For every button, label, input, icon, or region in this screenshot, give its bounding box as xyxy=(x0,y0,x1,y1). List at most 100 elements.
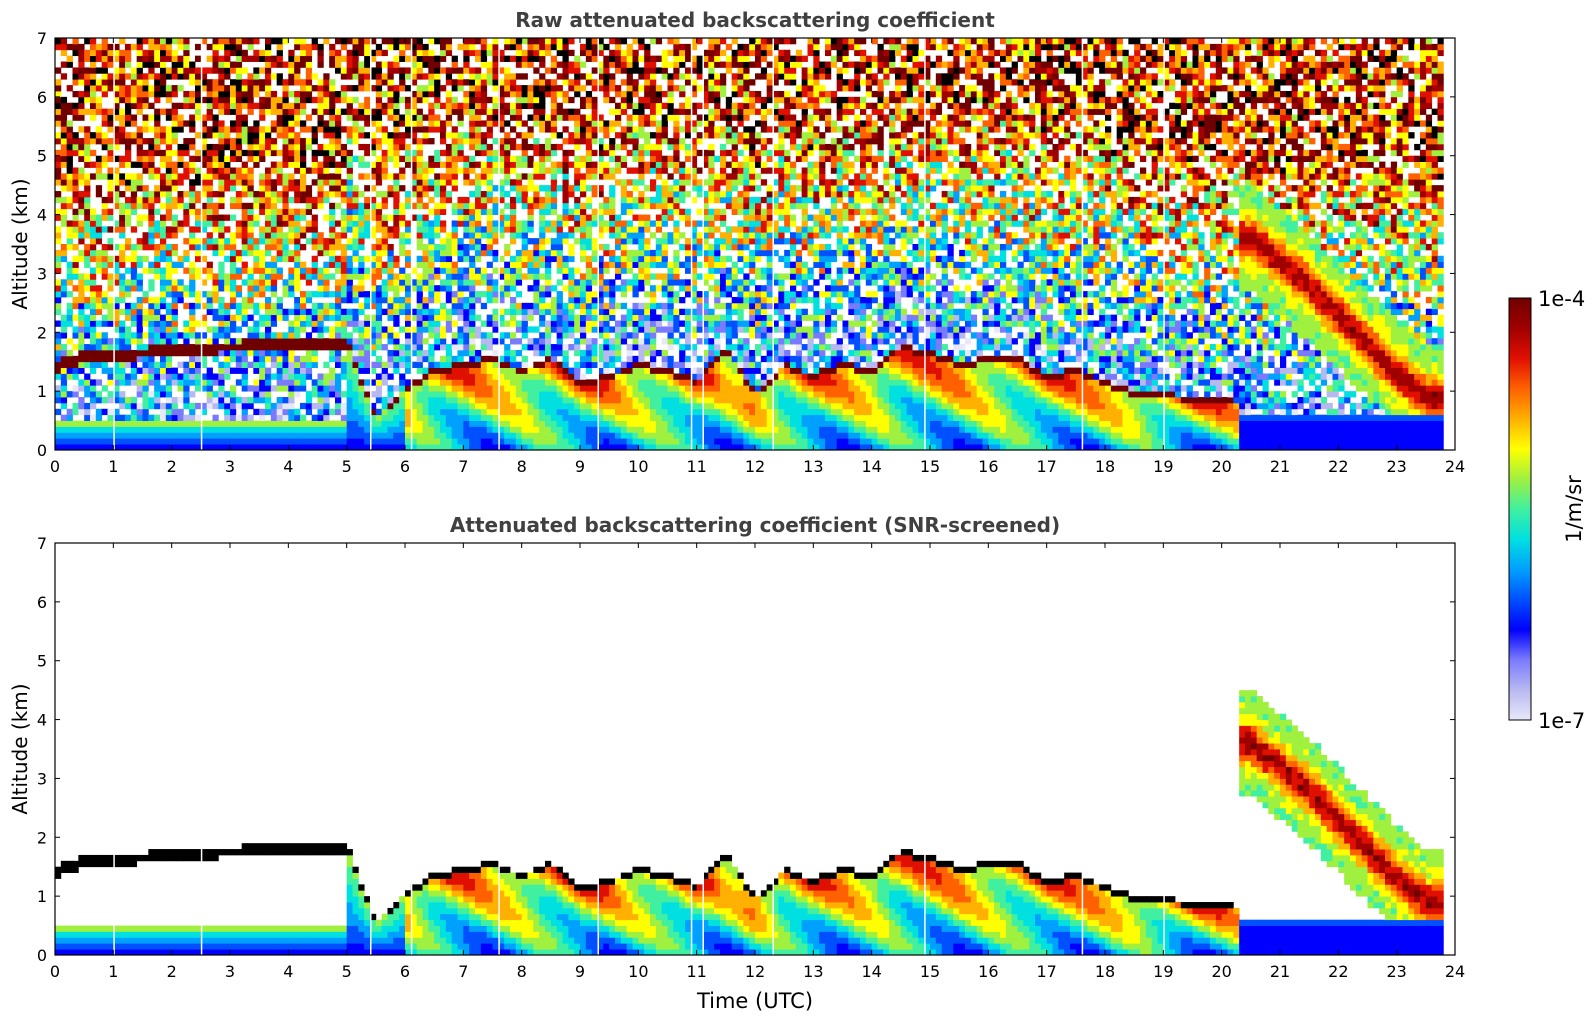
heatmap-cell xyxy=(340,279,348,286)
heatmap-cell xyxy=(177,438,184,445)
heatmap-cell xyxy=(189,155,196,162)
heatmap-cell xyxy=(95,261,103,268)
heatmap-cell xyxy=(416,426,423,433)
heatmap-cell xyxy=(300,196,307,204)
heatmap-cell xyxy=(288,326,295,333)
heatmap-cell xyxy=(539,49,546,57)
heatmap-cell xyxy=(580,214,587,221)
heatmap-cell xyxy=(177,385,184,392)
heatmap-cell xyxy=(381,308,388,316)
heatmap-cell xyxy=(78,249,85,257)
heatmap-cell xyxy=(335,397,342,404)
heatmap-cell xyxy=(562,308,569,316)
heatmap-cell xyxy=(113,391,120,398)
heatmap-cell xyxy=(72,402,79,410)
heatmap-cell xyxy=(317,438,324,445)
heatmap-cell xyxy=(72,149,79,157)
heatmap-cell xyxy=(335,408,342,416)
heatmap-cell xyxy=(241,320,248,327)
heatmap-cell xyxy=(440,338,447,345)
heatmap-cell xyxy=(457,338,464,345)
heatmap-cell xyxy=(515,261,523,268)
heatmap-cell xyxy=(130,273,138,280)
heatmap-cell xyxy=(451,232,458,239)
heatmap-cell xyxy=(300,302,307,310)
heatmap-cell xyxy=(387,185,394,192)
heatmap-cell xyxy=(422,126,429,133)
heatmap-cell xyxy=(504,426,511,433)
heatmap-cell xyxy=(340,196,348,204)
heatmap-cell xyxy=(527,426,534,433)
heatmap-cell xyxy=(218,349,225,357)
heatmap-cell xyxy=(265,43,272,51)
heatmap-cell xyxy=(329,273,336,280)
heatmap-cell xyxy=(393,361,400,368)
heatmap-cell xyxy=(72,361,79,368)
heatmap-cell xyxy=(154,249,161,257)
heatmap-cell xyxy=(440,438,447,445)
heatmap-cell xyxy=(206,90,213,98)
heatmap-cell xyxy=(410,414,418,421)
heatmap-cell xyxy=(434,379,441,386)
heatmap-cell xyxy=(305,438,313,445)
heatmap-cell xyxy=(410,90,418,98)
heatmap-cell xyxy=(177,226,184,233)
heatmap-cell xyxy=(276,296,283,304)
heatmap-cell xyxy=(504,67,511,74)
heatmap-cell xyxy=(580,73,587,80)
heatmap-cell xyxy=(253,214,260,221)
heatmap-cell xyxy=(177,332,184,339)
heatmap-cell xyxy=(305,355,313,363)
heatmap-cell xyxy=(148,420,155,427)
heatmap-cell xyxy=(393,226,400,233)
heatmap-cell xyxy=(387,43,394,51)
heatmap-cell xyxy=(247,385,254,392)
heatmap-cell xyxy=(300,296,307,304)
heatmap-cell xyxy=(457,143,464,151)
heatmap-cell xyxy=(358,308,365,316)
heatmap-cell xyxy=(568,161,575,168)
heatmap-cell xyxy=(492,379,499,386)
heatmap-cell xyxy=(399,114,406,121)
heatmap-cell xyxy=(171,444,178,450)
heatmap-cell xyxy=(457,120,464,127)
heatmap-cell xyxy=(212,249,219,257)
heatmap-cell xyxy=(422,314,429,321)
heatmap-cell xyxy=(317,391,324,398)
heatmap-cell xyxy=(212,349,219,357)
heatmap-cell xyxy=(317,179,324,186)
heatmap-cell xyxy=(405,43,412,51)
heatmap-cell xyxy=(224,67,231,74)
heatmap-cell xyxy=(148,38,155,45)
heatmap-cell xyxy=(78,296,85,304)
heatmap-cell xyxy=(486,61,493,68)
heatmap-cell xyxy=(504,244,511,251)
heatmap-cell xyxy=(206,426,213,433)
heatmap-cell xyxy=(90,255,97,263)
heatmap-cell xyxy=(498,102,505,110)
heatmap-cell xyxy=(235,302,243,310)
heatmap-cell xyxy=(78,402,85,410)
heatmap-cell xyxy=(358,61,365,68)
heatmap-cell xyxy=(550,126,558,133)
heatmap-cell xyxy=(235,96,243,104)
heatmap-cell xyxy=(160,279,167,286)
heatmap-cell xyxy=(171,314,178,321)
heatmap-cell xyxy=(410,444,418,450)
heatmap-cell xyxy=(364,149,371,157)
heatmap-cell xyxy=(346,126,353,133)
heatmap-cell xyxy=(521,408,528,416)
heatmap-cell xyxy=(212,208,219,215)
heatmap-cell xyxy=(463,397,470,404)
heatmap-cell xyxy=(300,361,307,368)
heatmap-cell xyxy=(171,173,178,180)
heatmap-cell xyxy=(276,191,283,198)
heatmap-cell xyxy=(550,132,558,139)
heatmap-cell xyxy=(515,220,523,227)
heatmap-cell xyxy=(282,402,289,410)
heatmap-cell xyxy=(276,373,283,380)
heatmap-cell xyxy=(498,108,505,115)
heatmap-cell xyxy=(270,196,278,204)
heatmap-cell xyxy=(580,332,587,339)
heatmap-cell xyxy=(428,261,435,268)
